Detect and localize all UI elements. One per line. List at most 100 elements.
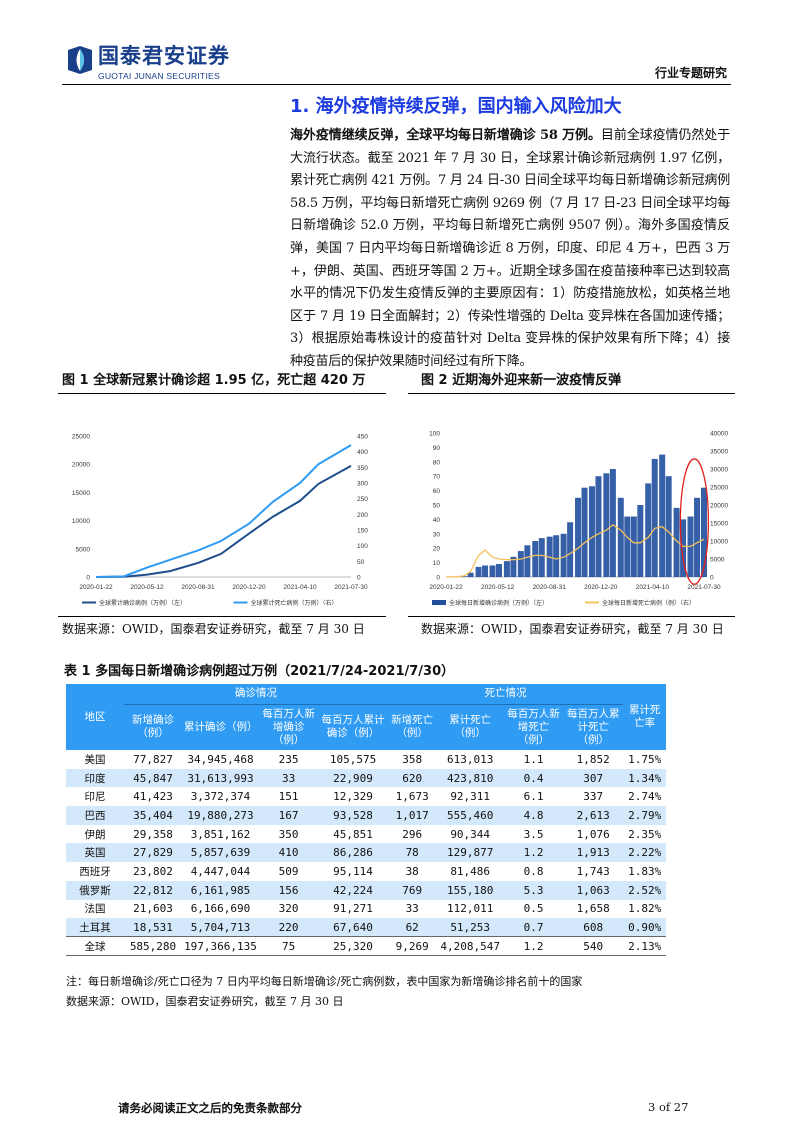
cell-value: 585,280 <box>124 936 182 957</box>
figure2-bottom-rule <box>408 616 735 617</box>
series-line <box>445 523 705 578</box>
y-right-tick-label: 450 <box>357 434 368 441</box>
cell-region: 土耳其 <box>66 918 124 937</box>
cell-value: 151 <box>278 790 299 804</box>
cell-value: 0.7 <box>503 918 564 937</box>
cell-value: 4,208,547 <box>436 936 504 957</box>
y-left-tick-label: 5000 <box>76 546 91 553</box>
col-header: 每百万人累计死亡（例） <box>563 704 624 750</box>
cell-value: 27,829 <box>124 843 182 863</box>
y-left-tick-label: 30 <box>433 531 441 538</box>
bar <box>680 519 687 577</box>
cell-value: 19,880,273 <box>181 806 260 825</box>
figure1-title: 图 1 全球新冠累计确诊超 1.95 亿，死亡超 420 万 <box>62 373 366 388</box>
y-left-tick-label: 40 <box>433 517 441 524</box>
col-header: 每百万人累计确诊（例） <box>318 704 388 750</box>
legend-swatch <box>432 600 446 605</box>
cell-value: 34,945,468 <box>187 752 254 766</box>
col-header: 累计死亡（例） <box>436 704 504 750</box>
x-tick-label: 2021-07-30 <box>334 584 368 591</box>
bar <box>651 458 658 577</box>
cell-value: 4,447,044 <box>190 864 251 878</box>
table-row: 全球 585,280 197,366,135 75 25,320 9,269 4,208,5… <box>66 936 734 957</box>
cell-value: 29,358 <box>133 827 173 841</box>
logo-text-en: GUOTAI JUNAN SECURITIES <box>98 71 220 81</box>
cell-value: 608 <box>563 918 624 937</box>
col-header: 每百万人新增确诊（例） <box>259 704 319 750</box>
cell-value: 2,613 <box>563 806 624 825</box>
company-logo-icon <box>68 46 92 74</box>
bar <box>495 564 502 577</box>
cell-value: 1.82% <box>628 902 662 916</box>
cell-value: 1,063 <box>563 880 624 900</box>
bar <box>538 538 545 577</box>
cell-value: 35,404 <box>124 806 182 825</box>
bar <box>482 565 489 577</box>
cell-value: 6,166,690 <box>190 902 251 916</box>
cell-value: 4.8 <box>503 806 564 825</box>
cell-value: 220 <box>259 918 319 937</box>
cell-value: 22,909 <box>318 768 388 788</box>
y-right-tick-label: 35000 <box>710 449 728 456</box>
bar <box>567 522 574 577</box>
y-right-tick-label: 20000 <box>710 503 728 510</box>
bar <box>673 507 680 577</box>
y-left-tick-label: 10000 <box>72 518 90 525</box>
cell-value: 0.90% <box>623 918 666 937</box>
group-header-deaths: 死亡情况 <box>387 684 624 705</box>
y-right-tick-label: 10000 <box>710 539 728 546</box>
cell-region: 法国 <box>84 903 106 916</box>
cell-value: 38 <box>405 864 419 878</box>
cell-value: 155,180 <box>436 880 504 900</box>
bar <box>517 551 524 577</box>
cell-value: 5.3 <box>503 880 564 900</box>
x-tick-label: 2020-05-12 <box>130 584 164 591</box>
y-right-tick-label: 0 <box>357 575 361 582</box>
col-header: 新增确诊（例） <box>124 704 182 750</box>
col-header: 每百万人新增死亡（例） <box>503 704 564 750</box>
legend-label: 全球累计死亡病例（万例）（右） <box>251 599 338 607</box>
y-right-tick-label: 100 <box>357 543 368 550</box>
bar <box>553 535 560 577</box>
cell-value: 67,640 <box>318 918 388 937</box>
cell-value: 33 <box>259 768 319 788</box>
y-left-tick-label: 100 <box>429 431 440 438</box>
table-row: 土耳其 18,531 5,704,713 220 67,640 62 51,253 0.7 60… <box>66 918 734 937</box>
bar <box>581 487 588 577</box>
cell-region: 巴西 <box>66 806 124 825</box>
bar <box>595 476 602 577</box>
y-left-tick-label: 20 <box>433 546 441 553</box>
y-right-tick-label: 25000 <box>710 485 728 492</box>
table-row: 伊朗 29,358 3,851,162 350 45,851 296 90,344 3.5 1,… <box>66 825 734 844</box>
bar <box>630 516 637 577</box>
cell-value: 423,810 <box>436 768 504 788</box>
y-right-tick-label: 0 <box>710 575 714 582</box>
header-divider <box>62 84 731 85</box>
cell-value: 77,827 <box>133 752 173 766</box>
cell-value: 45,851 <box>333 827 373 841</box>
page-number: 3 of 27 <box>648 1100 689 1114</box>
y-left-tick-label: 90 <box>433 445 441 452</box>
legend-label: 全球每日新增死亡病例（例）（右） <box>602 599 695 607</box>
cell-value: 112,011 <box>447 902 494 916</box>
y-left-tick-label: 80 <box>433 459 441 466</box>
body-text: 目前全球疫情仍然处于大流行状态。截至 2021 年 7 月 30 日，全球累计确… <box>290 128 730 369</box>
cell-value: 18,531 <box>124 918 182 937</box>
cell-value: 51,253 <box>436 918 504 937</box>
cell-value: 2.52% <box>623 880 666 900</box>
bar <box>617 497 624 577</box>
cell-region: 西班牙 <box>79 865 111 878</box>
cell-value: 555,460 <box>436 806 504 825</box>
bar <box>575 497 582 577</box>
cell-value: 6.1 <box>523 790 544 804</box>
cell-value: 2.79% <box>623 806 666 825</box>
x-tick-label: 2021-04-10 <box>283 584 317 591</box>
table-row: 巴西 35,404 19,880,273 167 93,528 1,017 555,460 4… <box>66 806 734 825</box>
body-paragraph: 海外疫情继续反弹，全球平均每日新增确诊 58 万例。目前全球疫情仍然处于大流行状… <box>290 125 730 374</box>
cell-value: 5,704,713 <box>181 918 260 937</box>
cell-value: 0.5 <box>523 902 544 916</box>
table-row: 法国 21,603 6,166,690 320 91,271 33 112,011 0.5 1,… <box>66 900 734 919</box>
y-left-tick-label: 10 <box>433 560 441 567</box>
cell-value: 1,076 <box>576 827 610 841</box>
cell-value: 197,366,135 <box>181 936 260 957</box>
